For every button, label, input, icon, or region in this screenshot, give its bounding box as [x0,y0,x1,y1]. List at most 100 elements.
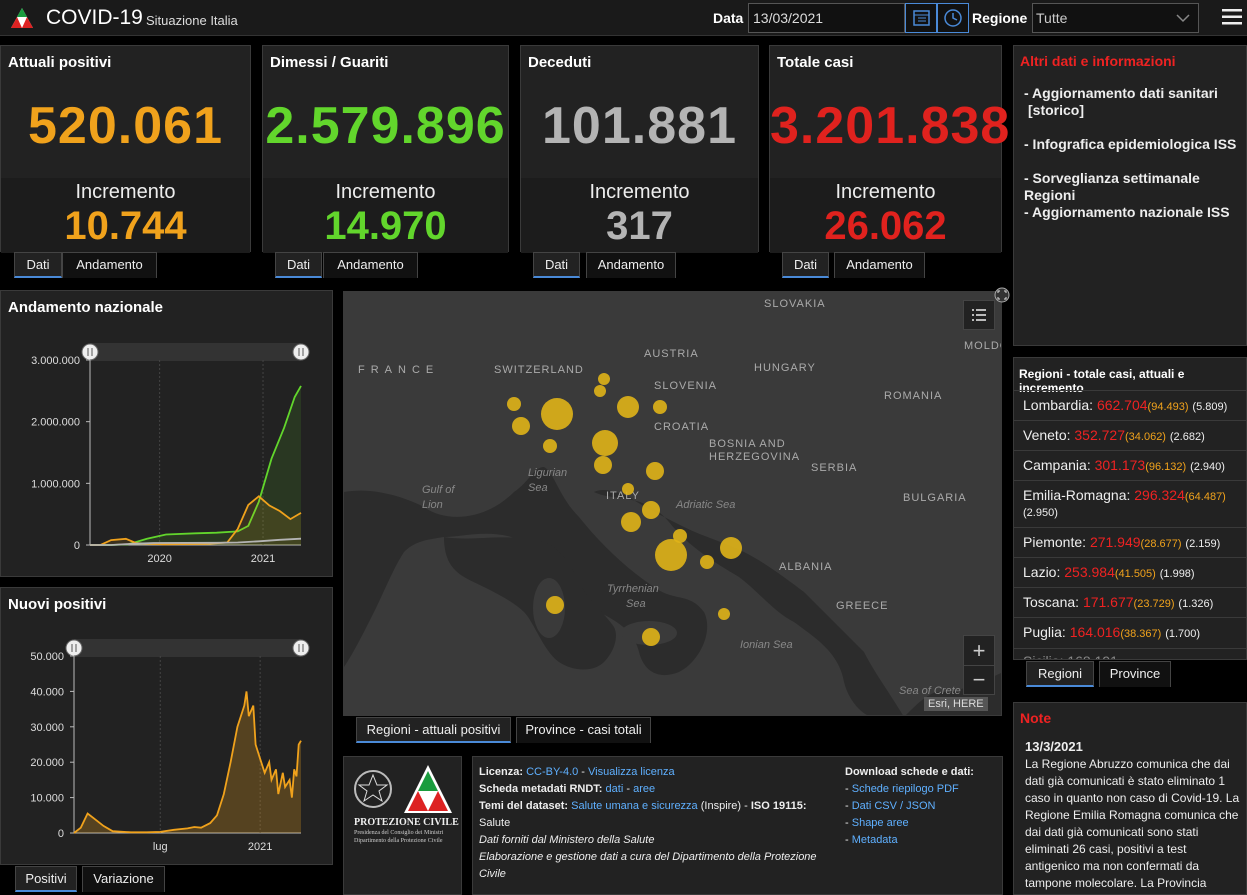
region-bubble[interactable] [621,512,641,532]
regione-current: (94.493) [1147,401,1189,413]
series-area [90,496,301,545]
temi-rest: (Inspire) - [697,800,751,812]
scheda-dati-link[interactable]: dati [605,783,624,795]
link-infografica[interactable]: - Infografica epidemiologica ISS [1024,136,1237,152]
card-title: Attuali positivi [8,54,112,71]
regione-select[interactable]: Tutte [1032,3,1199,33]
region-bubble[interactable] [598,373,610,385]
zoom-out-button[interactable]: − [964,665,994,694]
temi-link[interactable]: Salute umana e sicurezza [571,800,698,812]
tab-andamento[interactable]: Andamento [62,252,157,278]
tab-regioni-attuali[interactable]: Regioni - attuali positivi [356,717,511,743]
region-bubble[interactable] [673,529,687,543]
series-line [90,537,302,546]
tab-andamento[interactable]: Andamento [586,252,676,278]
region-bubble[interactable] [543,439,557,453]
tab-dati[interactable]: Dati [782,252,829,278]
region-bubble[interactable] [592,430,618,456]
regione-increment: (2.682) [1169,431,1205,443]
link-storico[interactable]: [storico] [1028,102,1084,118]
region-bubble[interactable] [642,628,660,646]
region-bubble[interactable] [546,596,564,614]
map-label-sea: Sea [528,482,548,494]
regione-row[interactable]: Lombardia: 662.704(94.493) (5.809) [1014,390,1246,420]
region-bubble[interactable] [720,537,742,559]
footer-info-panel: Licenza: CC-BY-4.0 - Visualizza licenza … [472,756,1003,895]
tab-dati[interactable]: Dati [14,252,62,278]
top-header: COVID-19 Situazione Italia Data 13/03/20… [0,0,1247,36]
link-aggiornamento-iss[interactable]: - Aggiornamento nazionale ISS [1024,204,1230,220]
tab-province-casi[interactable]: Province - casi totali [516,717,651,743]
logo-line1: PROTEZIONE CIVILE [354,817,459,828]
range-handle-left[interactable] [65,639,83,657]
region-bubble[interactable] [617,396,639,418]
region-bubble[interactable] [512,417,530,435]
altri-dati-title: Altri dati e informazioni [1020,53,1176,69]
region-bubble[interactable] [507,397,521,411]
region-bubble[interactable] [718,608,730,620]
tab-regioni[interactable]: Regioni [1026,661,1094,687]
map-label-sea: Sea [626,598,646,610]
fullscreen-icon[interactable] [993,286,1011,304]
range-handle-right[interactable] [292,639,310,657]
regione-row[interactable]: Lazio: 253.984(41.505) (1.998) [1014,557,1246,587]
download-csv[interactable]: - Dati CSV / JSON [845,800,936,812]
map-label-sea: Adriatic Sea [676,499,736,511]
range-handle-left[interactable] [81,343,99,361]
link-aggiornamento-dati[interactable]: - Aggiornamento dati sanitari [1024,85,1218,101]
legend-button[interactable] [963,300,995,330]
map-view[interactable]: FRANCE SWITZERLAND AUSTRIA SLOVAKIA HUNGARY S… [343,291,1002,716]
tab-dati[interactable]: Dati [275,252,322,278]
region-bubble[interactable] [646,462,664,480]
time-button[interactable] [937,3,969,33]
download-pdf[interactable]: - Schede riepilogo PDF [845,783,959,795]
regione-total: 662.704 [1096,397,1148,413]
region-bubble[interactable] [622,483,634,495]
region-bubble[interactable] [594,385,606,397]
regione-row[interactable]: Emilia-Romagna: 296.324(64.487) (2.950) [1014,480,1246,527]
tab-andamento[interactable]: Andamento [323,252,418,278]
download-metadata[interactable]: - Metadata [845,834,898,846]
regione-row[interactable]: Toscana: 171.677(23.729) (1.326) [1014,587,1246,617]
x-tick-label: 2021 [248,841,272,853]
visualizza-licenza-link[interactable]: Visualizza licenza [588,766,675,778]
regione-row[interactable]: Piemonte: 271.949(28.677) (2.159) [1014,527,1246,557]
licenza-link[interactable]: CC-BY-4.0 [526,766,579,778]
regione-row[interactable]: Veneto: 352.727(34.062) (2.682) [1014,420,1246,450]
elaborazione-line: Elaborazione e gestione dati a cura del … [479,851,817,880]
zoom-in-button[interactable]: + [972,638,986,663]
regione-row[interactable]: Campania: 301.173(96.132) (2.940) [1014,450,1246,480]
fonte-line: Dati forniti dal Ministero della Salute [479,834,655,846]
region-bubble[interactable] [700,555,714,569]
range-slider-track[interactable] [74,639,301,657]
temi-label: Temi del dataset: [479,800,569,812]
regione-increment: (1.998) [1159,568,1195,580]
scheda-aree-link[interactable]: aree [633,783,656,795]
region-bubble[interactable] [642,501,660,519]
menu-icon[interactable] [1222,8,1242,26]
region-bubble[interactable] [653,400,667,414]
tab-dati[interactable]: Dati [533,252,580,278]
card-title: Totale casi [777,54,854,71]
note-panel: Note 13/3/2021 La Regione Abruzzo comuni… [1013,702,1247,895]
region-bubble[interactable] [655,539,687,571]
tab-positivi[interactable]: Positivi [15,866,77,892]
tab-province[interactable]: Province [1099,661,1171,687]
region-bubble[interactable] [594,456,612,474]
date-input[interactable]: 13/03/2021 [748,3,905,33]
y-tick-label: 20.000 [30,757,64,769]
range-handle-right[interactable] [292,343,310,361]
tab-andamento[interactable]: Andamento [834,252,925,278]
range-slider-track[interactable] [90,343,301,361]
tab-variazione[interactable]: Variazione [82,866,165,892]
y-tick-label: 50.000 [30,651,64,663]
calendar-button[interactable] [905,3,937,33]
download-shape[interactable]: - Shape aree [845,817,909,829]
regione-current: (41.505) [1114,568,1156,580]
regione-current: (96.132) [1145,461,1187,473]
y-tick-label: 0 [74,540,80,552]
link-sorveglianza[interactable]: - Sorveglianza settimanale Regioni [1024,170,1200,203]
regione-total: 271.949 [1089,534,1141,550]
region-bubble[interactable] [541,398,573,430]
regione-row[interactable]: Puglia: 164.016(38.367) (1.700) [1014,617,1246,647]
